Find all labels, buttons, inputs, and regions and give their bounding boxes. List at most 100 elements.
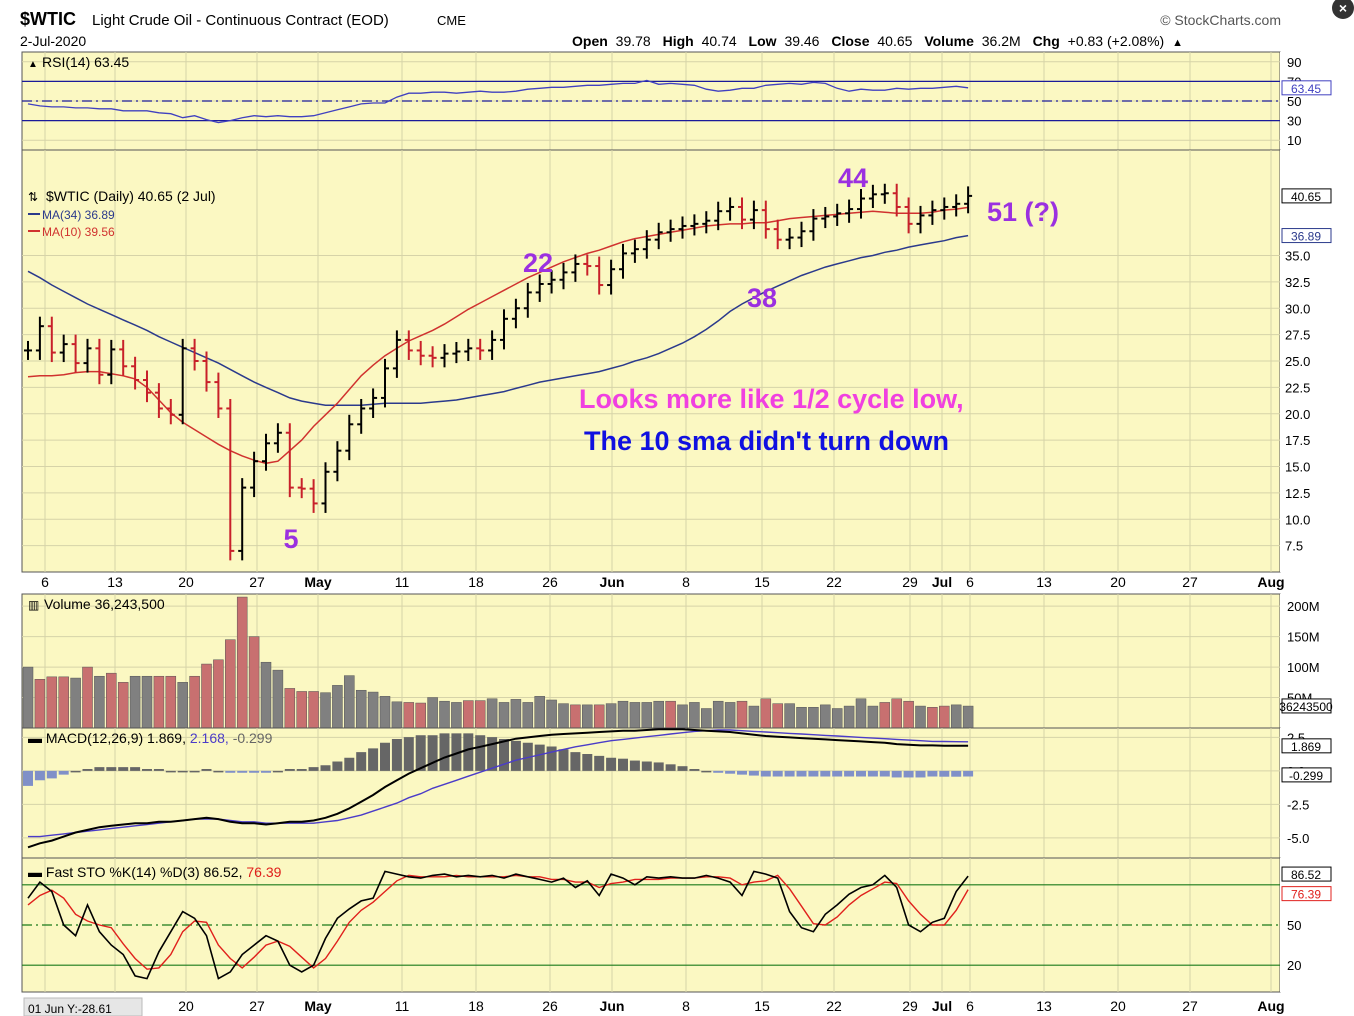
volume-bar-13	[177, 682, 188, 729]
ma34-legend-label: MA(34) 36.89	[42, 208, 115, 222]
volume-bar-43	[534, 696, 545, 729]
macd-hist-bar-29	[368, 748, 379, 771]
x-tick-18: Aug	[1257, 574, 1284, 590]
chart-panels: 907050301063.45▲RSI(14) 63.4535.032.530.…	[21, 51, 1354, 1016]
volume-bar-72	[879, 702, 891, 729]
volume-bar-8	[117, 682, 129, 729]
price-bar-61	[749, 200, 758, 230]
rsi-label: RSI(14) 63.45	[42, 54, 129, 70]
x-tick-15: 13	[1036, 574, 1052, 590]
macd-hist-bar-18	[237, 770, 248, 773]
price-bar-48	[595, 256, 604, 295]
volume-bar-59	[724, 702, 736, 729]
price-tick-7: 17.5	[1285, 433, 1310, 448]
macd-line	[27, 728, 969, 849]
macd-hist-bar-13	[177, 770, 188, 773]
macd-hist-bar-60	[737, 770, 747, 775]
volume-bar-47	[582, 704, 593, 729]
macd-hist-bar-20	[261, 770, 271, 773]
volume-bar-12	[165, 675, 177, 729]
annotation-note-2: The 10 sma didn't turn down	[584, 426, 949, 456]
close-value: 40.65	[877, 33, 912, 49]
volume-bar-11	[153, 675, 165, 729]
volume-bar-42	[522, 702, 534, 729]
price-bar-58	[714, 201, 723, 231]
macd-hist-bar-78	[951, 770, 962, 777]
annotations: 44 22 38 5 51 (?) Looks more like 1/2 cy…	[283, 163, 1059, 554]
price-bar-74	[904, 197, 913, 234]
ma10-line	[27, 206, 969, 465]
price-bar-78	[952, 194, 961, 217]
price-bar-53	[654, 222, 663, 250]
volume-bar-34	[427, 697, 438, 729]
volume-bar-51	[629, 702, 641, 729]
volume-label: Volume 36,243,500	[44, 596, 165, 612]
price-bar-35	[440, 344, 449, 368]
volume-bar-25	[320, 692, 331, 729]
macd-hist-bar-45	[558, 749, 569, 771]
volume-bar-37	[463, 700, 474, 729]
price-bar-44	[547, 270, 556, 294]
macd-hist-bar-10	[142, 769, 152, 771]
x-bottom-tick-16: Aug	[1257, 998, 1284, 1014]
volume-bar-76	[927, 707, 938, 729]
price-bar-33	[416, 340, 425, 366]
macd-hist-bar-30	[380, 742, 390, 771]
price-bar-63	[773, 219, 782, 250]
macd-hist-bar-44	[546, 746, 557, 771]
volume-bar-26	[332, 685, 343, 729]
price-bar-40	[500, 309, 508, 350]
up-arrow-icon: ▲	[1172, 37, 1183, 49]
price-tick-9: 12.5	[1285, 486, 1310, 501]
macd-hist-bar-52	[641, 761, 652, 771]
svg-text:×: ×	[1339, 0, 1347, 16]
macd-hist-bar-36	[451, 733, 462, 771]
symbol-description: Light Crude Oil - Continuous Contract (E…	[92, 12, 389, 29]
macd-hist-bar-75	[915, 770, 926, 778]
price-bar-54	[666, 219, 675, 242]
x-bottom-tick-6: Jun	[600, 998, 625, 1014]
volume-bar-67	[820, 704, 831, 729]
volume-bar-14	[189, 675, 200, 729]
volume-bar-18	[236, 596, 248, 729]
volume-bar-4	[70, 677, 81, 729]
volume-bar-38	[474, 700, 486, 729]
price-bar-76	[928, 200, 937, 225]
volume-bar-65	[796, 707, 807, 729]
price-bar-8	[119, 339, 128, 376]
volume-bar-21	[272, 669, 284, 729]
price-bar-59	[726, 197, 735, 221]
macd-hist-bar-49	[606, 757, 617, 771]
price-tick-1: 32.5	[1285, 275, 1310, 290]
x-bottom-tick-12: 6	[966, 998, 974, 1014]
price-bar-0	[24, 340, 32, 360]
x-bottom-tick-9: 22	[826, 998, 842, 1014]
x-tick-9: 8	[682, 574, 690, 590]
macd-hist-bar-50	[618, 758, 628, 771]
price-bar-49	[607, 259, 616, 295]
macd-hist-bar-7	[106, 767, 117, 771]
open-label: Open	[572, 33, 608, 49]
price-bar-47	[583, 254, 592, 276]
price-bar-16	[214, 372, 223, 418]
macd-hist-bar-46	[570, 752, 581, 771]
volume-bar-22	[284, 688, 296, 729]
macd-hist-bar-59	[725, 770, 736, 774]
x-bottom-tick-8: 15	[754, 998, 770, 1014]
low-value: 39.46	[784, 33, 819, 49]
volume-bar-64	[784, 703, 795, 729]
price-bar-24	[309, 479, 318, 513]
macd-hist-bar-14	[189, 770, 200, 773]
close-icon[interactable]: ×	[1332, 0, 1354, 19]
x-bottom-tick-10: 29	[902, 998, 918, 1014]
volume-label: Volume	[924, 33, 974, 49]
price-close-badge: 40.65	[1291, 190, 1321, 204]
macd-hist-bar-26	[332, 761, 343, 771]
macd-hist-bar-8	[118, 767, 129, 771]
chg-value: +0.83 (+2.08%)	[1068, 33, 1165, 49]
volume-bar-6	[94, 675, 105, 729]
macd-hist-bar-79	[963, 770, 974, 777]
macd-hist-bar-56	[689, 769, 700, 771]
macd-hist-bar-27	[344, 757, 355, 771]
volume-bar-63	[772, 703, 783, 729]
